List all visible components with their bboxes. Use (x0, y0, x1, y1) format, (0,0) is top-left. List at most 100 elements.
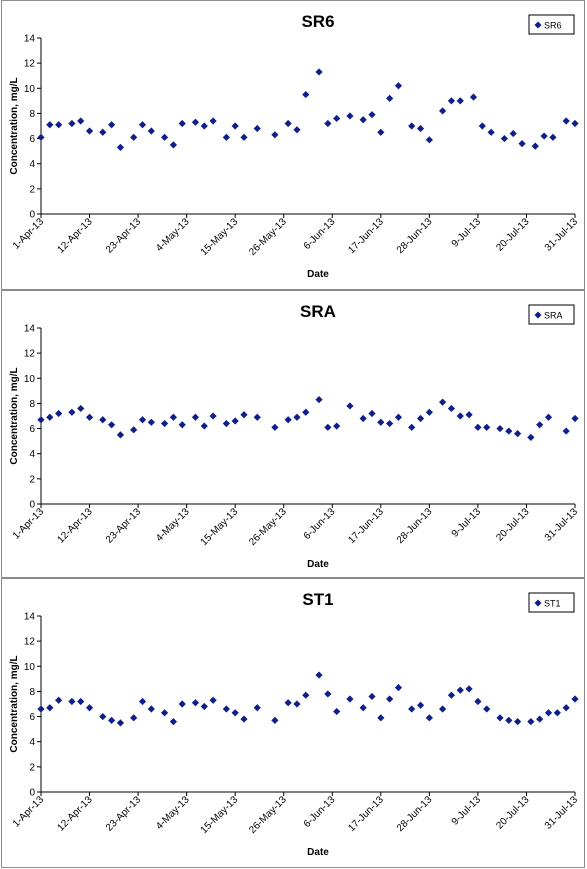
data-point (571, 695, 579, 703)
data-point (191, 413, 200, 421)
data-point (536, 715, 544, 723)
data-point (416, 414, 425, 423)
legend-box (528, 14, 575, 35)
data-point (333, 707, 341, 716)
y-tick-label: 14 (24, 612, 36, 623)
data-point (315, 671, 323, 679)
x-tick-label: 20-Jul-13 (494, 216, 532, 254)
y-tick-label: 4 (29, 159, 35, 170)
data-point (147, 705, 155, 713)
data-point (191, 699, 200, 707)
x-tick-label: 20-Jul-13 (494, 794, 532, 832)
data-point (85, 413, 94, 421)
data-point (386, 419, 394, 428)
x-tick-label: 28-Jun-13 (395, 794, 435, 834)
data-point (99, 712, 107, 721)
data-point (394, 82, 403, 90)
data-point (209, 412, 217, 420)
chart-sr6: SR6 0 2 4 6 8 10 12 14 1-Apr-13 12-Apr-13 23-Apr-13… (9, 12, 580, 280)
data-point (68, 119, 76, 128)
x-tick-label: 9-Jul-13 (450, 794, 484, 828)
legend-marker (534, 21, 542, 29)
data-point (37, 705, 45, 713)
y-tick-label: 2 (29, 762, 35, 773)
data-point (536, 421, 544, 429)
data-point (509, 129, 517, 138)
x-tick-label: 15-May-13 (199, 216, 241, 258)
data-point (483, 705, 491, 713)
data-point (527, 718, 535, 726)
data-point (284, 119, 292, 128)
data-point (178, 421, 186, 429)
data-point (514, 718, 522, 726)
data-point (346, 695, 354, 703)
data-point (130, 133, 138, 141)
data-point (209, 117, 217, 125)
y-tick-label: 14 (24, 324, 36, 335)
data-point (425, 136, 433, 144)
data-point (231, 709, 239, 717)
data-point (359, 704, 367, 712)
data-point (85, 704, 94, 712)
data-point (447, 97, 456, 105)
legend-label: SRA (544, 311, 563, 321)
data-point (200, 702, 208, 711)
legend: SRA (528, 304, 575, 325)
x-tick-label: 1-Apr-13 (11, 794, 47, 830)
data-point (368, 111, 376, 119)
data-point (284, 699, 292, 707)
data-point (333, 422, 341, 430)
data-point (447, 691, 456, 699)
data-point (46, 121, 54, 129)
x-tick-label: 12-Apr-13 (55, 506, 95, 546)
y-axis-title: Concentration, mg/L (9, 367, 20, 464)
data-point (465, 411, 473, 419)
data-point (514, 430, 522, 438)
x-tick-label: 15-May-13 (199, 794, 241, 836)
data-point (571, 414, 579, 423)
chart-title: SRA (300, 302, 336, 321)
y-tick-label: 6 (29, 424, 35, 435)
data-point (562, 704, 570, 712)
chart-title: SR6 (301, 12, 334, 31)
data-point (271, 423, 279, 431)
x-tick-label: 23-Apr-13 (104, 216, 144, 256)
data-point (116, 431, 125, 439)
y-tick-label: 8 (29, 399, 35, 410)
data-point (55, 121, 63, 129)
x-tick-label: 17-Jun-13 (346, 216, 386, 256)
legend-box (528, 304, 575, 325)
data-point (456, 686, 464, 694)
data-point (505, 716, 513, 724)
data-point (315, 396, 323, 404)
y-axis-title: Concentration, mg/L (9, 655, 20, 752)
data-point (209, 696, 217, 704)
x-tick-label: 20-Jul-13 (494, 506, 532, 544)
x-tick-label: 26-May-13 (247, 506, 289, 548)
data-point (160, 133, 169, 141)
x-tick-label: 28-Jun-13 (395, 216, 435, 256)
data-point (408, 122, 416, 130)
data-point (200, 422, 208, 430)
data-point (55, 696, 63, 704)
data-point (518, 140, 526, 148)
data-point (571, 119, 579, 128)
data-point (478, 122, 486, 130)
data-point (130, 714, 138, 722)
data-point (324, 119, 332, 128)
data-point (191, 118, 200, 126)
data-point (456, 97, 464, 105)
y-tick-label: 4 (29, 737, 35, 748)
x-axis-title: Date (307, 269, 329, 280)
data-point (359, 414, 367, 423)
data-point (68, 697, 76, 706)
chart-st1: ST1 0 2 4 6 8 10 12 14 1-Apr-13 12-Apr-13 23-Apr-13… (9, 590, 580, 858)
data-point (169, 141, 177, 149)
x-tick-label: 28-Jun-13 (395, 506, 435, 546)
data-point (77, 117, 85, 125)
y-tick-label: 8 (29, 109, 35, 120)
data-point (68, 408, 76, 416)
data-point (271, 131, 279, 139)
data-point (505, 427, 513, 435)
data-point (553, 709, 561, 717)
